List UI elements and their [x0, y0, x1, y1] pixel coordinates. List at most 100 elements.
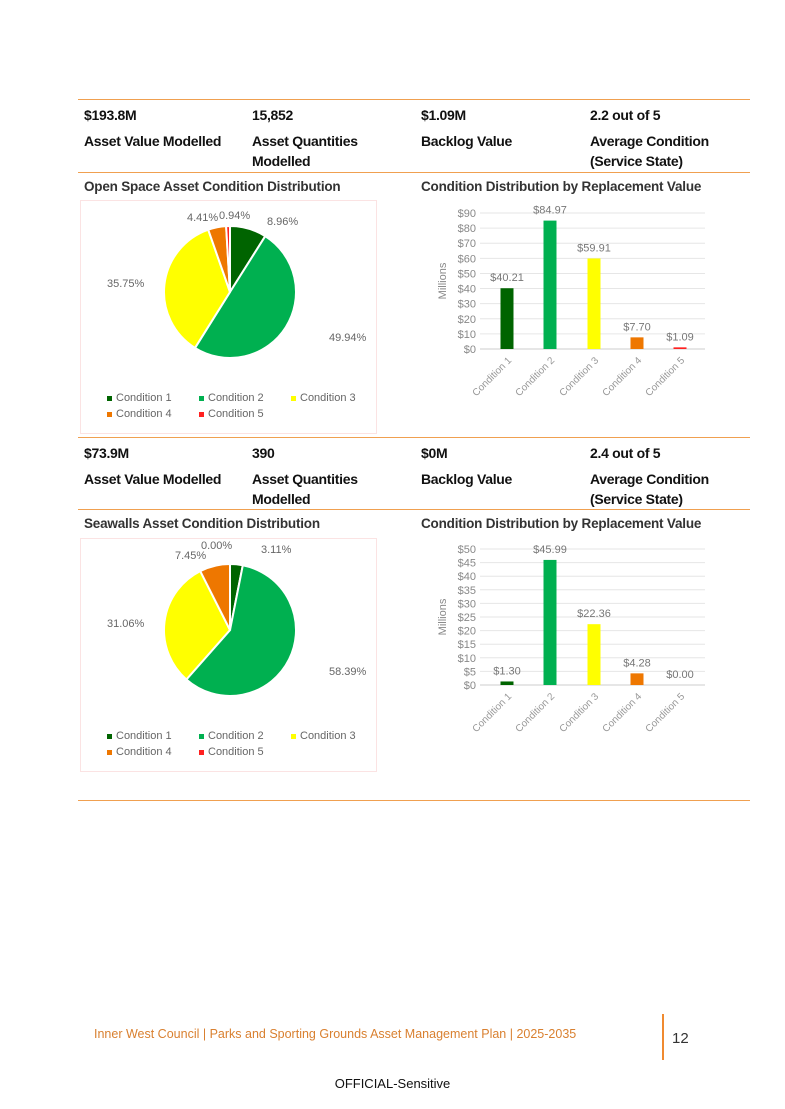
bar-data-label: $0.00	[666, 669, 694, 681]
bar-data-label: $1.09	[666, 331, 694, 343]
stat-value: 2.4 out of 5	[590, 445, 661, 461]
legend-label: Condition 5	[208, 746, 264, 758]
bar-chart-title: Condition Distribution by Replacement Va…	[421, 179, 702, 194]
pie-data-label: 7.45%	[175, 550, 206, 562]
pie-data-label: 58.39%	[329, 666, 367, 678]
legend-label: Condition 1	[116, 392, 172, 404]
legend-swatch	[107, 749, 112, 755]
legend-item: Condition 2	[199, 730, 277, 742]
stat-label: Asset Quantities Modelled	[252, 471, 358, 507]
x-tick-label: Condition 2	[514, 691, 558, 735]
legend-item: Condition 3	[291, 730, 369, 742]
footer-text: Inner West Council | Parks and Sporting …	[94, 1027, 577, 1041]
y-tick-label: $15	[458, 639, 476, 651]
bar-chart: $0 $10 $20 $30 $40 $50 $60 $70 $80 $90 Millions $40…	[437, 205, 705, 399]
stat-block: $193.8M Asset Value Modelled	[84, 105, 244, 151]
legend-item: Condition 5	[199, 408, 277, 420]
legend-item: Condition 3	[291, 392, 369, 404]
stat-label: Average Condition (Service State)	[590, 471, 709, 507]
stat-block: 390 Asset Quantities Modelled	[252, 443, 412, 509]
legend-item: Condition 2	[199, 392, 277, 404]
pie-data-label: 8.96%	[267, 216, 298, 228]
stat-value: 15,852	[252, 107, 294, 123]
divider	[78, 437, 750, 438]
stat-value: 390	[252, 445, 275, 461]
y-tick-label: $60	[458, 253, 476, 265]
legend-label: Condition 5	[208, 408, 264, 420]
legend-row: Condition 4 Condition 5	[107, 408, 369, 420]
legend-swatch	[291, 733, 296, 739]
legend-item: Condition 1	[107, 392, 185, 404]
divider	[78, 99, 750, 100]
bar-data-label: $40.21	[490, 272, 524, 284]
x-tick-label: Condition 2	[514, 355, 558, 399]
y-tick-label: $40	[458, 284, 476, 296]
pie-slice-condition-2	[184, 564, 297, 697]
stat-label: Backlog Value	[421, 133, 513, 149]
bar-condition-3	[587, 624, 601, 685]
pie-chart-panel: 8.96% 49.94% 35.75% 4.41% 0.94% Condition 1 Co…	[80, 200, 377, 434]
bar-condition-3	[587, 258, 601, 349]
stat-label: Asset Value Modelled	[84, 133, 222, 149]
bar-condition-4	[630, 337, 644, 349]
bar-data-label: $7.70	[623, 321, 651, 333]
pie-data-label: 3.11%	[261, 544, 292, 556]
stat-block: 2.2 out of 5 Average Condition (Service S…	[590, 105, 740, 171]
y-tick-label: $45	[458, 558, 476, 570]
stat-block: 2.4 out of 5 Average Condition (Service S…	[590, 443, 740, 509]
pie-chart-panel: 3.11% 58.39% 31.06% 7.45% 0.00% Condition 1 Co…	[80, 538, 377, 772]
pie-data-label: 0.00%	[201, 540, 232, 552]
x-tick-label: Condition 1	[471, 355, 515, 399]
y-tick-label: $50	[458, 268, 476, 280]
y-tick-label: $0	[464, 680, 476, 692]
bar-data-label: $84.97	[533, 205, 567, 217]
y-axis-label: Millions	[437, 598, 449, 635]
y-tick-label: $70	[458, 238, 476, 250]
y-tick-label: $30	[458, 598, 476, 610]
y-tick-label: $20	[458, 626, 476, 638]
y-tick-label: $10	[458, 653, 476, 665]
y-tick-label: $40	[458, 571, 476, 583]
x-tick-label: Condition 4	[601, 355, 645, 399]
bar-data-label: $45.99	[533, 544, 567, 556]
x-tick-label: Condition 4	[601, 691, 645, 735]
pie-slice-condition-3	[163, 228, 232, 350]
stat-value: $0M	[421, 445, 448, 461]
pie-chart-title: Open Space Asset Condition Distribution	[84, 179, 341, 194]
pie-data-label: 0.94%	[219, 210, 250, 222]
legend-item: Condition 4	[107, 746, 185, 758]
x-tick-label: Condition 1	[471, 691, 515, 735]
legend-item: Condition 1	[107, 730, 185, 742]
legend-label: Condition 3	[300, 392, 356, 404]
divider	[78, 509, 750, 510]
y-tick-label: $25	[458, 612, 476, 624]
pie-data-label: 35.75%	[107, 278, 145, 290]
legend-item: Condition 5	[199, 746, 277, 758]
y-tick-label: $20	[458, 314, 476, 326]
bar-chart: $0 $5$10 $15$20 $25 $30$35 $40$45 $50 Millions $…	[437, 544, 705, 735]
y-tick-label: $50	[458, 544, 476, 556]
stat-value: $73.9M	[84, 445, 129, 461]
pie-data-label: 49.94%	[329, 332, 367, 344]
bar-data-label: $22.36	[577, 608, 611, 620]
bar-data-label: $4.28	[623, 657, 651, 669]
stat-value: 2.2 out of 5	[590, 107, 661, 123]
legend-row: Condition 1 Condition 2 Condition 3	[107, 730, 369, 742]
stat-value: $1.09M	[421, 107, 466, 123]
footer-divider	[662, 1014, 664, 1060]
legend-row: Condition 4 Condition 5	[107, 746, 369, 758]
pie-data-label: 4.41%	[187, 212, 218, 224]
legend-label: Condition 4	[116, 746, 172, 758]
pie-slice-condition-5	[225, 224, 231, 293]
y-tick-label: $0	[464, 344, 476, 356]
stat-label: Asset Value Modelled	[84, 471, 222, 487]
legend-label: Condition 1	[116, 730, 172, 742]
bar-chart-title: Condition Distribution by Replacement Va…	[421, 516, 702, 531]
stat-block: $1.09M Backlog Value	[421, 105, 581, 151]
legend-swatch	[199, 411, 204, 417]
y-tick-label: $10	[458, 329, 476, 341]
divider	[78, 172, 750, 173]
legend-swatch	[107, 395, 112, 401]
x-tick-label: Condition 5	[644, 691, 688, 735]
